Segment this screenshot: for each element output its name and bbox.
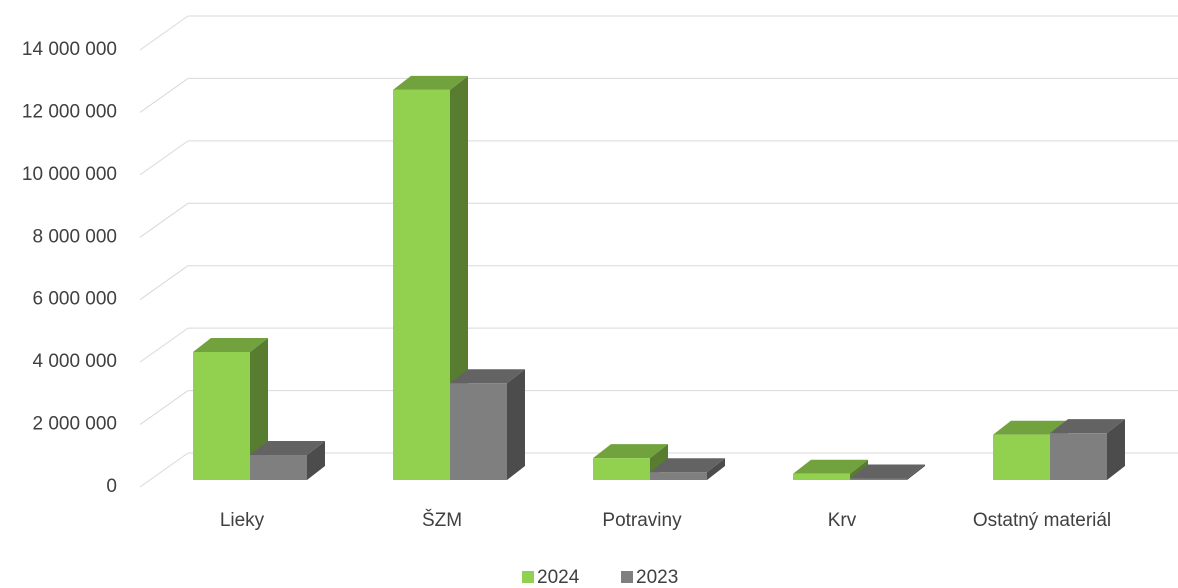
grid-line bbox=[139, 202, 189, 238]
y-tick-label: 0 bbox=[106, 476, 117, 497]
bar-top bbox=[450, 369, 525, 384]
bar-side bbox=[250, 338, 268, 480]
grid-line bbox=[139, 390, 189, 425]
legend-label: 2024 bbox=[537, 567, 580, 588]
y-tick-label: 14 000 000 bbox=[22, 39, 117, 60]
bar-top bbox=[850, 464, 925, 479]
bar bbox=[393, 89, 450, 481]
bar-top bbox=[393, 75, 468, 90]
x-tick-label: Lieky bbox=[220, 510, 265, 531]
grid-line bbox=[139, 140, 189, 176]
x-tick-label: Potraviny bbox=[602, 510, 682, 531]
bar-side bbox=[850, 459, 868, 480]
x-tick-label: Ostatný materiál bbox=[973, 510, 1111, 531]
grid-line bbox=[139, 265, 189, 301]
grid-line bbox=[139, 15, 189, 51]
bar-top bbox=[593, 444, 668, 459]
y-tick-label: 12 000 000 bbox=[22, 101, 117, 122]
bar bbox=[793, 473, 850, 480]
y-tick-label: 2 000 000 bbox=[32, 414, 117, 435]
bar bbox=[450, 383, 507, 480]
bar-top bbox=[1050, 419, 1125, 434]
bar-top bbox=[193, 338, 268, 353]
legend-swatch bbox=[621, 571, 633, 583]
bar-top bbox=[993, 420, 1068, 435]
grid-line bbox=[139, 327, 189, 363]
bar-side bbox=[907, 464, 925, 480]
grid-line bbox=[139, 78, 189, 113]
x-tick-label: Krv bbox=[828, 510, 857, 531]
bar bbox=[1050, 433, 1107, 480]
y-tick-label: 6 000 000 bbox=[32, 289, 117, 310]
y-tick-label: 10 000 000 bbox=[22, 164, 117, 185]
bar bbox=[593, 458, 650, 480]
bar bbox=[993, 434, 1050, 480]
x-tick-label: ŠZM bbox=[422, 509, 462, 531]
y-tick-label: 4 000 000 bbox=[32, 351, 117, 372]
bar-top bbox=[250, 441, 325, 456]
bar-top bbox=[793, 459, 868, 474]
bar-side bbox=[1107, 419, 1125, 480]
bar bbox=[650, 472, 707, 480]
bar-top bbox=[650, 458, 725, 473]
grid-line bbox=[139, 452, 189, 488]
bar bbox=[193, 352, 250, 480]
legend-label: 2023 bbox=[636, 567, 678, 588]
bar-side bbox=[507, 369, 525, 480]
bar bbox=[250, 455, 307, 480]
bar-side bbox=[707, 458, 725, 480]
bar bbox=[850, 478, 907, 480]
y-tick-label: 8 000 000 bbox=[32, 226, 117, 247]
bar-side bbox=[307, 441, 325, 480]
legend-swatch bbox=[522, 571, 534, 583]
